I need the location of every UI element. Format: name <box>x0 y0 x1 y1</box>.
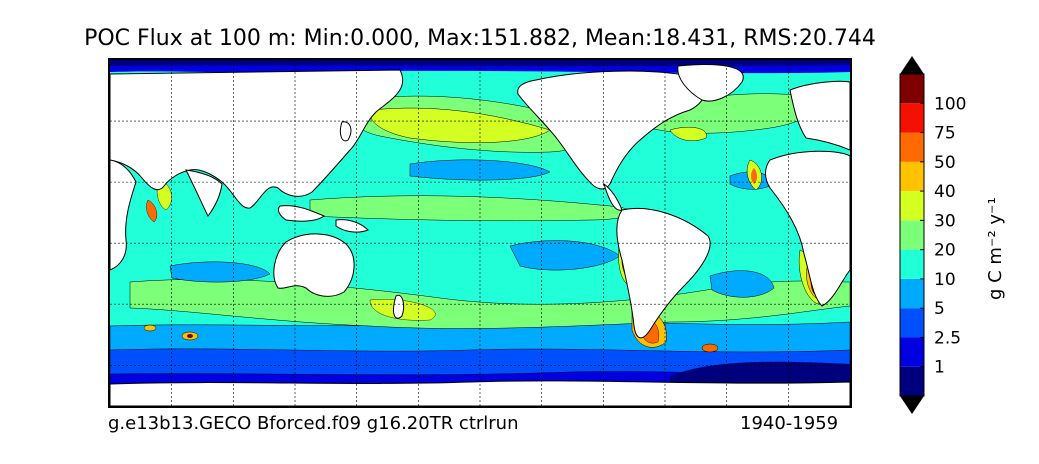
colorbar-bin <box>900 220 924 250</box>
colorbar: 1 2.5 5 10 20 30 40 50 75 100 <box>899 56 966 414</box>
colorbar-tick-label: 75 <box>934 124 956 144</box>
colorbar-bin <box>900 249 924 279</box>
colorbar-tick-label: 2.5 <box>934 328 961 348</box>
colorbar-bin <box>900 74 924 104</box>
colorbar-bin <box>900 278 924 309</box>
kerguelen-hotspot-100 <box>187 334 193 338</box>
land-masses <box>110 64 850 406</box>
arabian-sea-75 <box>146 199 158 223</box>
land-indonesia <box>277 205 325 222</box>
colorbar-tick-label: 30 <box>934 211 956 231</box>
colorbar-tick-label: 20 <box>934 241 956 261</box>
colorbar-tick-label: 50 <box>934 153 956 173</box>
case-name-label: g.e13b13.GECO Bforced.f09 g16.20TR ctrlr… <box>108 413 519 434</box>
colorbar-bin <box>900 161 924 192</box>
land-eurasia-east <box>110 69 403 209</box>
plot-title: POC Flux at 100 m: Min:0.000, Max:151.88… <box>84 26 876 51</box>
colorbar-tick-label: 100 <box>934 94 966 114</box>
colorbar-bin <box>900 103 924 133</box>
falklands-hotspot-75 <box>701 343 719 353</box>
land-south-america <box>616 207 711 339</box>
north-atlantic-30 <box>669 127 707 141</box>
south-atlantic-gyre-5 <box>709 270 775 298</box>
colorbar-extend-max <box>900 56 924 74</box>
colorbar-bin <box>900 308 924 338</box>
colorbar-tick-label: 10 <box>934 270 956 290</box>
land-japan <box>339 121 352 142</box>
graticule <box>110 60 850 406</box>
colorbar-tick-label: 5 <box>934 299 945 319</box>
land-new-zealand <box>393 294 405 319</box>
map-panel <box>108 58 852 408</box>
years-label: 1940-1959 <box>740 413 839 434</box>
land-india <box>185 169 223 217</box>
colorbar-bin <box>900 191 924 221</box>
colorbar-bin <box>900 366 924 396</box>
colorbar-bin <box>900 337 924 367</box>
land-africa-west <box>765 150 850 307</box>
poc-flux-map <box>110 60 850 406</box>
indian-ocean-gyre-5 <box>169 261 271 283</box>
canary-upwelling-75 <box>751 168 757 184</box>
land-new-guinea <box>335 219 369 233</box>
colorbar-extend-min <box>900 396 924 414</box>
colorbar-outline <box>899 73 925 397</box>
south-georgia-hotspot-50 <box>143 324 157 332</box>
land-australia <box>273 233 355 297</box>
land-africa-east <box>110 159 137 271</box>
land-europe <box>789 80 850 151</box>
north-pacific-30 <box>370 107 551 143</box>
colorbar-units-label: g C m⁻² y⁻¹ <box>985 197 1006 300</box>
colorbar-bin <box>900 132 924 162</box>
colorbar-tick-label: 40 <box>934 182 956 202</box>
colorbar-tick-label: 1 <box>934 358 945 378</box>
